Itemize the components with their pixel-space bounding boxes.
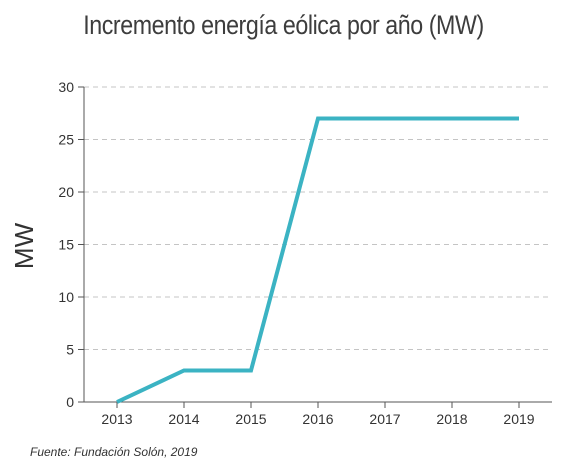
x-tick-label: 2013 (101, 411, 132, 427)
y-tick-label: 10 (58, 289, 74, 305)
series-line (116, 116, 519, 404)
y-tick-label: 5 (66, 342, 74, 358)
y-tick-label: 25 (58, 132, 74, 148)
x-tick-label: 2015 (235, 411, 266, 427)
y-tick-label: 0 (66, 394, 74, 410)
y-tick-label: 15 (58, 237, 74, 253)
x-tick-label: 2018 (436, 411, 467, 427)
x-tick-label: 2019 (503, 411, 534, 427)
chart-title: Incremento energía eólica por año (MW) (83, 10, 484, 40)
y-tick-label: 20 (58, 184, 74, 200)
x-tick-label: 2014 (168, 411, 199, 427)
x-tick-label: 2016 (302, 411, 333, 427)
y-axis-label: MW (9, 222, 39, 269)
x-tick-label: 2017 (369, 411, 400, 427)
y-tick-label: 30 (58, 79, 74, 95)
source-note: Fuente: Fundación Solón, 2019 (30, 445, 198, 459)
